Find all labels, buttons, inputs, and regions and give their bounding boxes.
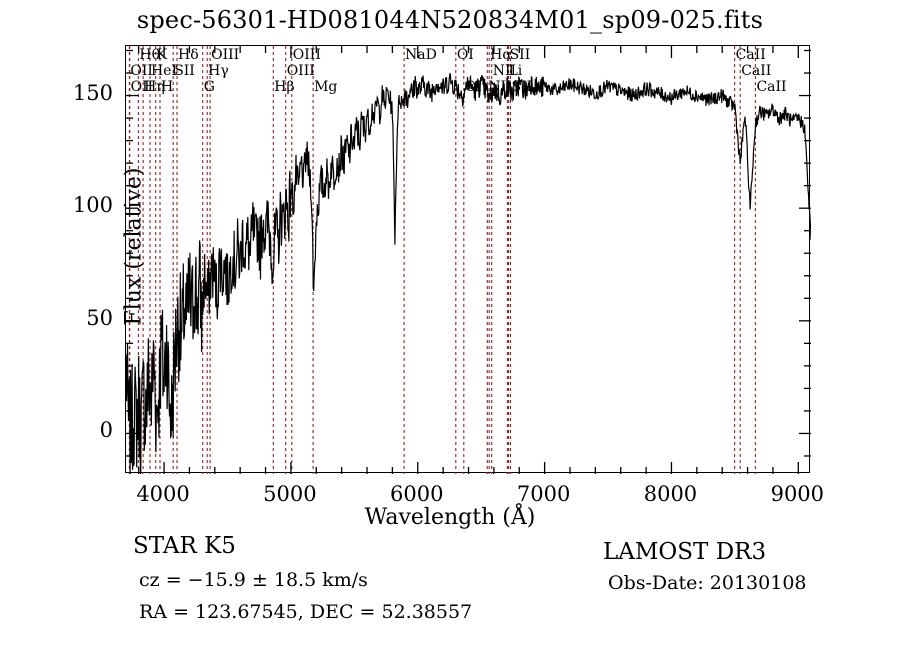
line-marker-group	[128, 46, 756, 474]
y-tick-150: 150	[72, 80, 113, 105]
line-label-hβ: Hβ	[274, 79, 295, 95]
line-label-nad: NaD	[405, 47, 437, 63]
line-label-hη: Hη	[144, 79, 165, 95]
object-class-and-type: STAR K5	[133, 533, 236, 559]
x-tick-7000: 7000	[516, 482, 571, 506]
line-label-mg: Mg	[314, 79, 338, 95]
line-label-sii: SII	[509, 47, 531, 63]
line-label-hγ: Hγ	[208, 63, 229, 79]
line-label-oiii: OIII	[292, 47, 321, 63]
line-label-sii: SII	[174, 63, 195, 79]
line-label-oiii: OIII	[211, 47, 240, 63]
line-label-hα: Hα	[490, 47, 512, 63]
line-label-caii: CaII	[741, 63, 772, 79]
line-label-nii: NII	[488, 79, 512, 95]
line-label-hδ: Hδ	[177, 47, 199, 63]
x-axis-label: Wavelength (Å)	[364, 505, 536, 530]
survey-name: LAMOST DR3	[603, 539, 767, 565]
line-label-nii: NII	[492, 63, 517, 79]
line-label-hθ: Hθ	[139, 47, 161, 63]
y-tick-100: 100	[72, 193, 113, 218]
coordinates: RA = 123.67545, DEC = 52.38557	[139, 601, 473, 623]
line-label-caii: CaII	[756, 79, 787, 95]
y-tick-0: 0	[99, 418, 113, 443]
radial-velocity: cz = −15.9 ± 18.5 km/s	[139, 569, 368, 591]
x-tick-8000: 8000	[643, 482, 698, 506]
line-label-li: Li	[508, 63, 523, 79]
line-label-g: G	[203, 79, 215, 95]
line-label-oiii: OIII	[286, 63, 315, 79]
spectrum-plot: OII OII Hθ Hη K HeI H Hδ SII G Hγ OIII Hβ OIII OIII Mg N…	[122, 45, 811, 474]
line-label-oi: OI	[456, 47, 474, 63]
line-label-h: H	[160, 79, 174, 95]
line-label-oi: OI	[464, 79, 482, 95]
line-label-caii: CaII	[735, 47, 766, 63]
y-tick-50: 50	[86, 305, 113, 330]
line-label-hei: HeI	[150, 63, 177, 79]
x-tick-4000: 4000	[136, 482, 190, 506]
y-axis-label: Flux (relative)	[121, 167, 147, 326]
spectrum-trace	[126, 72, 811, 474]
observation-date: Obs-Date: 20130108	[608, 572, 807, 594]
line-label-oii: OII	[130, 79, 154, 95]
x-tick-6000: 6000	[390, 482, 444, 506]
x-tick-5000: 5000	[263, 482, 317, 506]
page-title: spec-56301-HD081044N520834M01_sp09-025.f…	[136, 6, 764, 34]
line-label-sii: SII	[511, 79, 533, 95]
x-tick-9000: 9000	[770, 482, 825, 506]
axis-ticks	[126, 46, 811, 474]
line-label-oii: OII	[130, 63, 153, 79]
line-label-k: K	[156, 47, 168, 63]
spectrum-svg	[126, 46, 811, 474]
